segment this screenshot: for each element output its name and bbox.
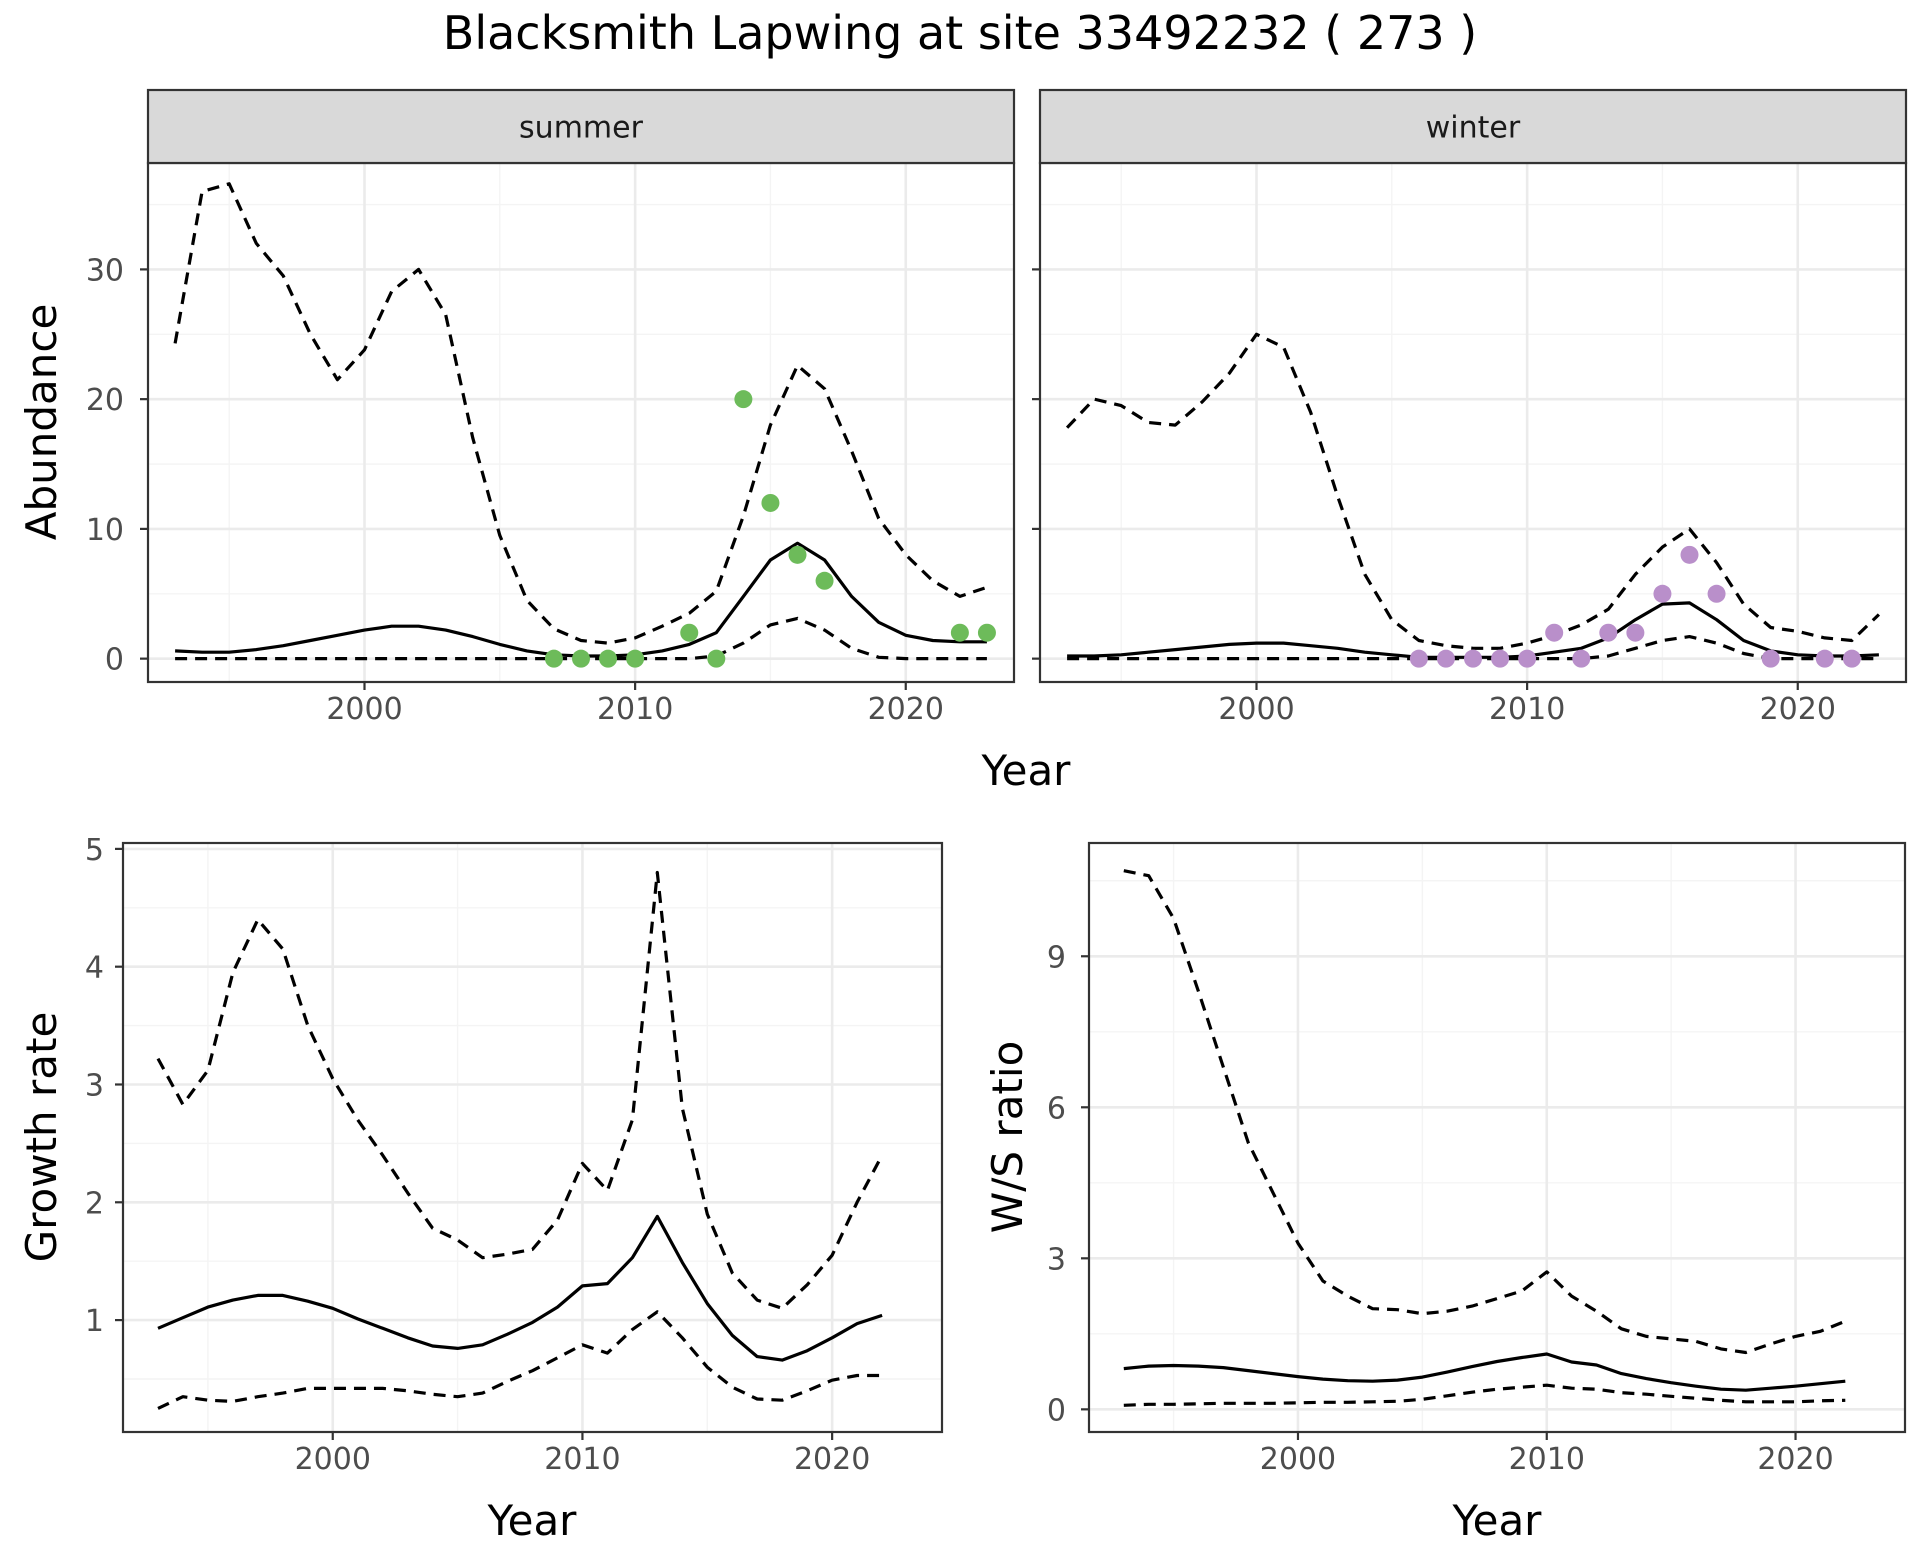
series-line-estimate <box>1123 1352 1846 1392</box>
x-tick-label: 2020 <box>868 692 944 727</box>
x-axis-title: Year <box>487 1496 578 1545</box>
observed-point <box>1761 649 1780 668</box>
observed-point <box>734 390 753 409</box>
gridlines <box>1089 843 1905 1432</box>
x-tick-label: 2010 <box>597 692 673 727</box>
observed-point <box>788 545 807 564</box>
observed-point <box>1653 584 1672 603</box>
observed-point <box>977 623 996 642</box>
y-tick-label: 3 <box>85 1068 104 1103</box>
y-axis-title: Abundance <box>17 304 66 541</box>
figure-title: Blacksmith Lapwing at site 33492232 ( 27… <box>443 6 1477 60</box>
panel-winter: winter 2000 2010 2020 <box>1032 88 1908 727</box>
x-axis-title: Year <box>1452 1496 1543 1545</box>
observed-point <box>761 493 780 512</box>
facet-strip-label: winter <box>1426 111 1521 146</box>
plot-background <box>123 843 942 1432</box>
facet-strip <box>146 88 1016 165</box>
series-line-lower <box>1123 1383 1846 1407</box>
observed-point <box>1680 545 1699 564</box>
observed-point <box>815 571 834 590</box>
observed-point <box>572 649 590 668</box>
y-tick-label: 20 <box>86 383 124 418</box>
x-tick-label: 2010 <box>544 1442 620 1477</box>
x-tick-label: 2010 <box>1489 692 1565 727</box>
observed-point <box>1815 649 1834 668</box>
y-tick-label: 30 <box>86 253 124 288</box>
x-tick-label: 2020 <box>1757 1442 1833 1477</box>
facet-strip <box>1038 88 1908 165</box>
series-line-upper <box>1065 332 1881 650</box>
x-tick-label: 2000 <box>1218 692 1294 727</box>
observed-point <box>1518 649 1537 668</box>
x-tick-label: 2000 <box>1260 1442 1336 1477</box>
observed-point <box>1491 649 1510 668</box>
observed-point <box>950 623 969 642</box>
panel-growth: 2000 2010 2020 1 2 3 4 5 Year Growth rate <box>17 833 944 1545</box>
x-tick-label: 2020 <box>794 1442 870 1477</box>
panel-summer: summer 2000 2010 2020 0 10 20 30 Year Abundance <box>17 88 1072 795</box>
panel-border <box>121 841 944 1434</box>
panel-border <box>1087 841 1907 1434</box>
y-tick-label: 0 <box>1047 1393 1066 1428</box>
series-line-lower <box>157 1310 883 1410</box>
plot-background <box>1089 843 1905 1432</box>
series-line-upper <box>1123 869 1846 1355</box>
y-tick-label: 1 <box>85 1304 104 1339</box>
x-tick-label: 2000 <box>295 1442 371 1477</box>
observed-point <box>1626 623 1645 642</box>
y-tick-label: 0 <box>105 643 124 678</box>
observed-point <box>1599 623 1618 642</box>
gridlines <box>1040 163 1906 682</box>
observed-point <box>599 649 618 668</box>
series-line-estimate <box>157 1214 883 1362</box>
y-tick-label: 3 <box>1047 1242 1066 1277</box>
series-line-upper <box>173 182 988 645</box>
y-tick-label: 10 <box>86 513 124 548</box>
observed-point <box>1464 649 1482 668</box>
observed-point <box>680 623 699 642</box>
observed-point <box>544 649 563 668</box>
observed-point <box>626 649 645 668</box>
y-tick-label: 4 <box>85 951 104 986</box>
facet-strip-label: summer <box>519 111 644 146</box>
observed-point <box>1572 649 1591 668</box>
observed-point <box>1545 623 1564 642</box>
observed-point <box>1842 649 1861 668</box>
observed-point <box>1436 649 1455 668</box>
y-axis-title: Growth rate <box>17 1012 66 1263</box>
observed-point <box>1707 584 1726 603</box>
panel-ws_ratio: 2000 2010 2020 0 3 6 9 Year W/S ratio <box>983 841 1907 1545</box>
x-tick-label: 2000 <box>326 692 402 727</box>
series-line-upper <box>156 870 884 1310</box>
x-axis-title: Year <box>981 746 1072 795</box>
gridlines <box>123 843 942 1432</box>
y-tick-label: 2 <box>85 1186 104 1221</box>
observed-point <box>707 649 726 668</box>
x-tick-label: 2010 <box>1509 1442 1585 1477</box>
y-tick-label: 5 <box>85 833 104 868</box>
plot-background <box>1040 163 1906 682</box>
y-tick-label: 6 <box>1047 1091 1066 1126</box>
y-axis-title: W/S ratio <box>983 1041 1032 1234</box>
observed-point <box>1409 649 1428 668</box>
x-tick-label: 2020 <box>1760 692 1836 727</box>
plot-background <box>148 163 1014 682</box>
y-tick-label: 9 <box>1047 940 1066 975</box>
